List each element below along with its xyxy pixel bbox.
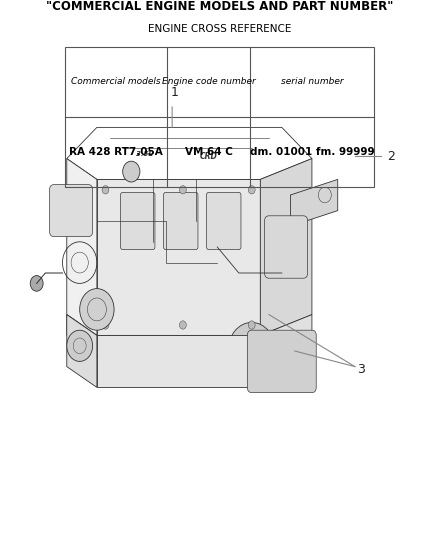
Circle shape — [228, 322, 276, 379]
Circle shape — [248, 185, 255, 194]
Bar — [65, 47, 374, 187]
Circle shape — [180, 185, 186, 194]
Circle shape — [123, 161, 140, 182]
Circle shape — [102, 321, 109, 329]
Text: RA 428 RT7.05A: RA 428 RT7.05A — [69, 147, 162, 157]
Text: Engine code number: Engine code number — [162, 77, 255, 86]
Text: 2: 2 — [387, 149, 395, 163]
Text: serial number: serial number — [281, 77, 344, 86]
FancyBboxPatch shape — [207, 192, 241, 249]
Text: ENGINE CROSS REFERENCE: ENGINE CROSS REFERENCE — [148, 24, 291, 34]
Text: 3: 3 — [357, 362, 365, 376]
Text: "COMMERCIAL ENGINE MODELS AND PART NUMBER": "COMMERCIAL ENGINE MODELS AND PART NUMBE… — [46, 0, 393, 13]
FancyBboxPatch shape — [265, 216, 307, 278]
Circle shape — [102, 185, 109, 194]
Polygon shape — [97, 335, 260, 387]
Text: CRD: CRD — [200, 151, 218, 160]
FancyBboxPatch shape — [120, 192, 155, 249]
Circle shape — [80, 288, 114, 330]
Text: VM 64 C: VM 64 C — [185, 147, 233, 157]
Polygon shape — [67, 314, 97, 387]
Circle shape — [30, 276, 43, 291]
Circle shape — [67, 330, 92, 361]
Text: Commercial models: Commercial models — [71, 77, 161, 86]
Circle shape — [180, 321, 186, 329]
FancyBboxPatch shape — [163, 192, 198, 249]
Polygon shape — [67, 314, 312, 356]
Text: dm. 01001 fm. 99999: dm. 01001 fm. 99999 — [250, 147, 374, 157]
Text: 3.5L: 3.5L — [136, 151, 152, 157]
Polygon shape — [290, 180, 338, 226]
Polygon shape — [260, 159, 312, 335]
Text: 1: 1 — [170, 86, 178, 99]
Polygon shape — [67, 159, 97, 335]
Circle shape — [248, 321, 255, 329]
Polygon shape — [97, 180, 260, 335]
FancyBboxPatch shape — [49, 184, 92, 237]
FancyBboxPatch shape — [247, 330, 316, 393]
